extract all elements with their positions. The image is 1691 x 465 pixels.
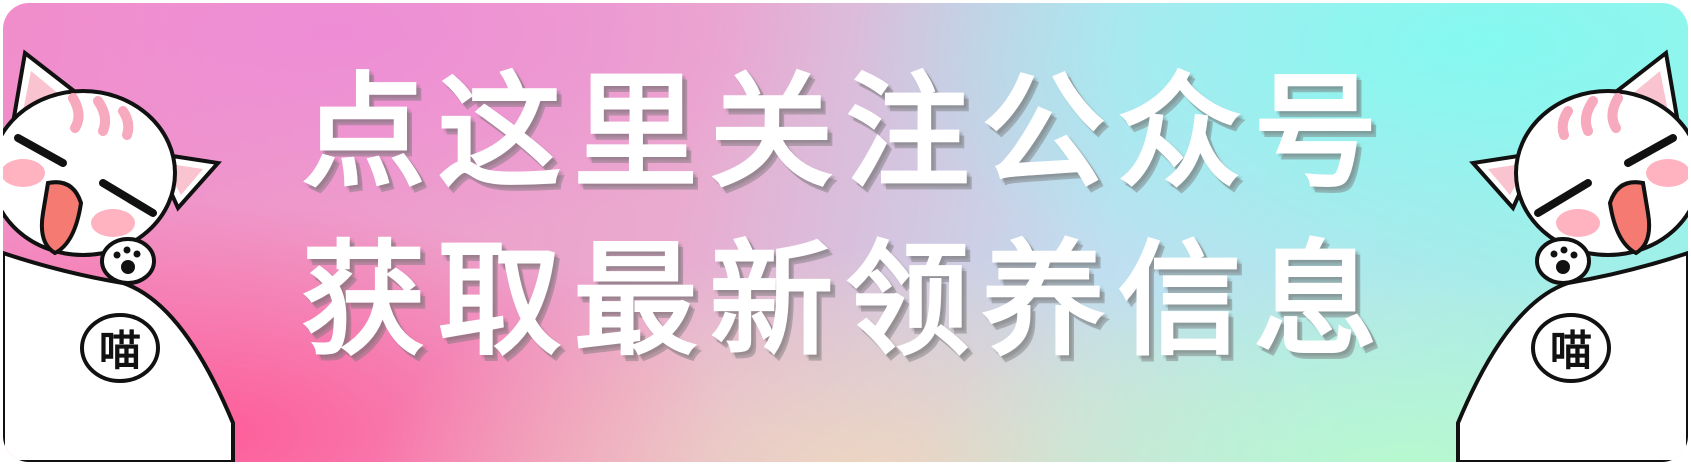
headline-line-1: 点这里关注公众号 bbox=[301, 61, 1390, 205]
bubble-text-right: 喵 bbox=[1550, 326, 1592, 375]
follow-banner[interactable]: 喵 点这里关注公众号 获取最新领养信息 bbox=[3, 3, 1688, 462]
cartoon-cat-left: 喵 bbox=[3, 3, 243, 462]
headline-line-2: 获取最新领养信息 bbox=[301, 229, 1390, 373]
cartoon-cat-right: 喵 bbox=[1448, 3, 1688, 462]
bubble-text-left: 喵 bbox=[99, 326, 141, 375]
